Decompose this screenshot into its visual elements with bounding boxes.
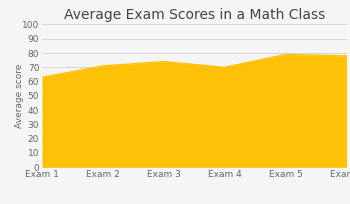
Title: Average Exam Scores in a Math Class: Average Exam Scores in a Math Class — [64, 8, 325, 22]
Y-axis label: Average score: Average score — [15, 64, 24, 128]
